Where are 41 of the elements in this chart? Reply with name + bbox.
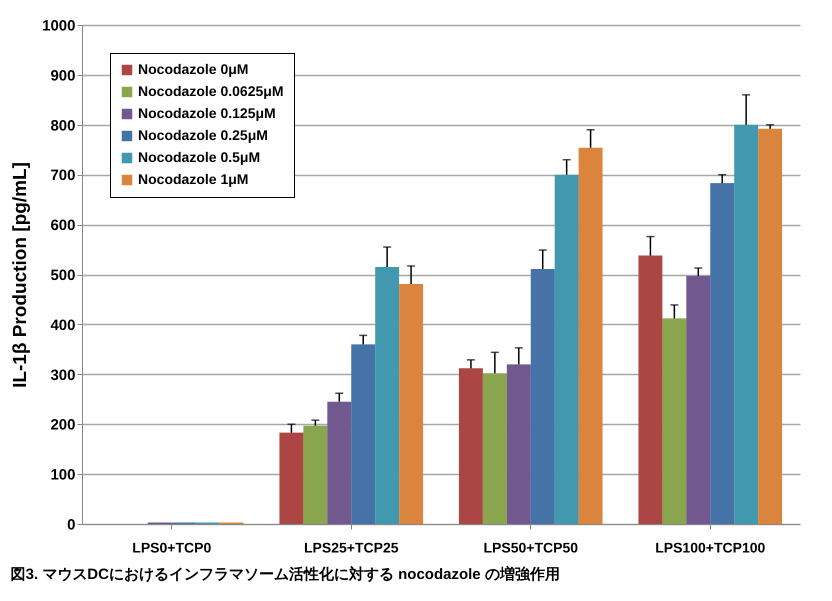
text: 図3. マウスDCにおけるインフラマソーム活性化に対する nocodazole の増強作用 [10,565,560,583]
bar [686,276,710,524]
y-tick-label: 200 [50,416,76,434]
x-tick-label: LPS100+TCP100 [655,540,766,556]
x-tick-label: LPS0+TCP0 [132,540,212,556]
legend-label: Nocodazole 0.125μM [138,105,276,121]
y-tick-label: 500 [50,267,76,284]
legend-label: Nocodazole 1μM [138,171,248,187]
bar [662,318,686,524]
bar [303,426,328,524]
bar [554,174,579,524]
bar [458,368,483,524]
y-tick-label: 300 [50,366,76,384]
y-tick-label: 1000 [42,18,76,34]
y-tick-label: 100 [50,466,76,484]
y-axis-title: IL-1β Production [pg/mL] [10,162,32,388]
x-tick-label: LPS25+TCP25 [304,540,399,556]
bar [279,432,304,524]
y-tick-label: 800 [50,117,76,134]
bar [758,128,782,524]
y-tick-label: 600 [50,217,76,234]
legend-label: Nocodazole 0.0625μM [138,83,284,99]
y-tick-label: 400 [50,316,76,334]
x-tick-label: LPS50+TCP50 [483,540,578,556]
bar [351,344,376,524]
y-tick-label: 900 [50,67,76,84]
bar [506,364,531,524]
bar [734,124,758,524]
bar [399,284,424,524]
bar [578,148,603,524]
bar [530,269,555,524]
bar [482,373,507,524]
legend-label: Nocodazole 0.25μM [138,127,268,143]
bar [375,267,400,524]
bar [710,183,734,524]
y-tick-label: 700 [50,167,76,184]
y-tick-label: 0 [67,516,76,534]
bar [638,256,662,524]
legend-label: Nocodazole 0μM [138,61,248,77]
legend-label: Nocodazole 0.5μM [138,149,260,165]
bar [327,402,352,524]
